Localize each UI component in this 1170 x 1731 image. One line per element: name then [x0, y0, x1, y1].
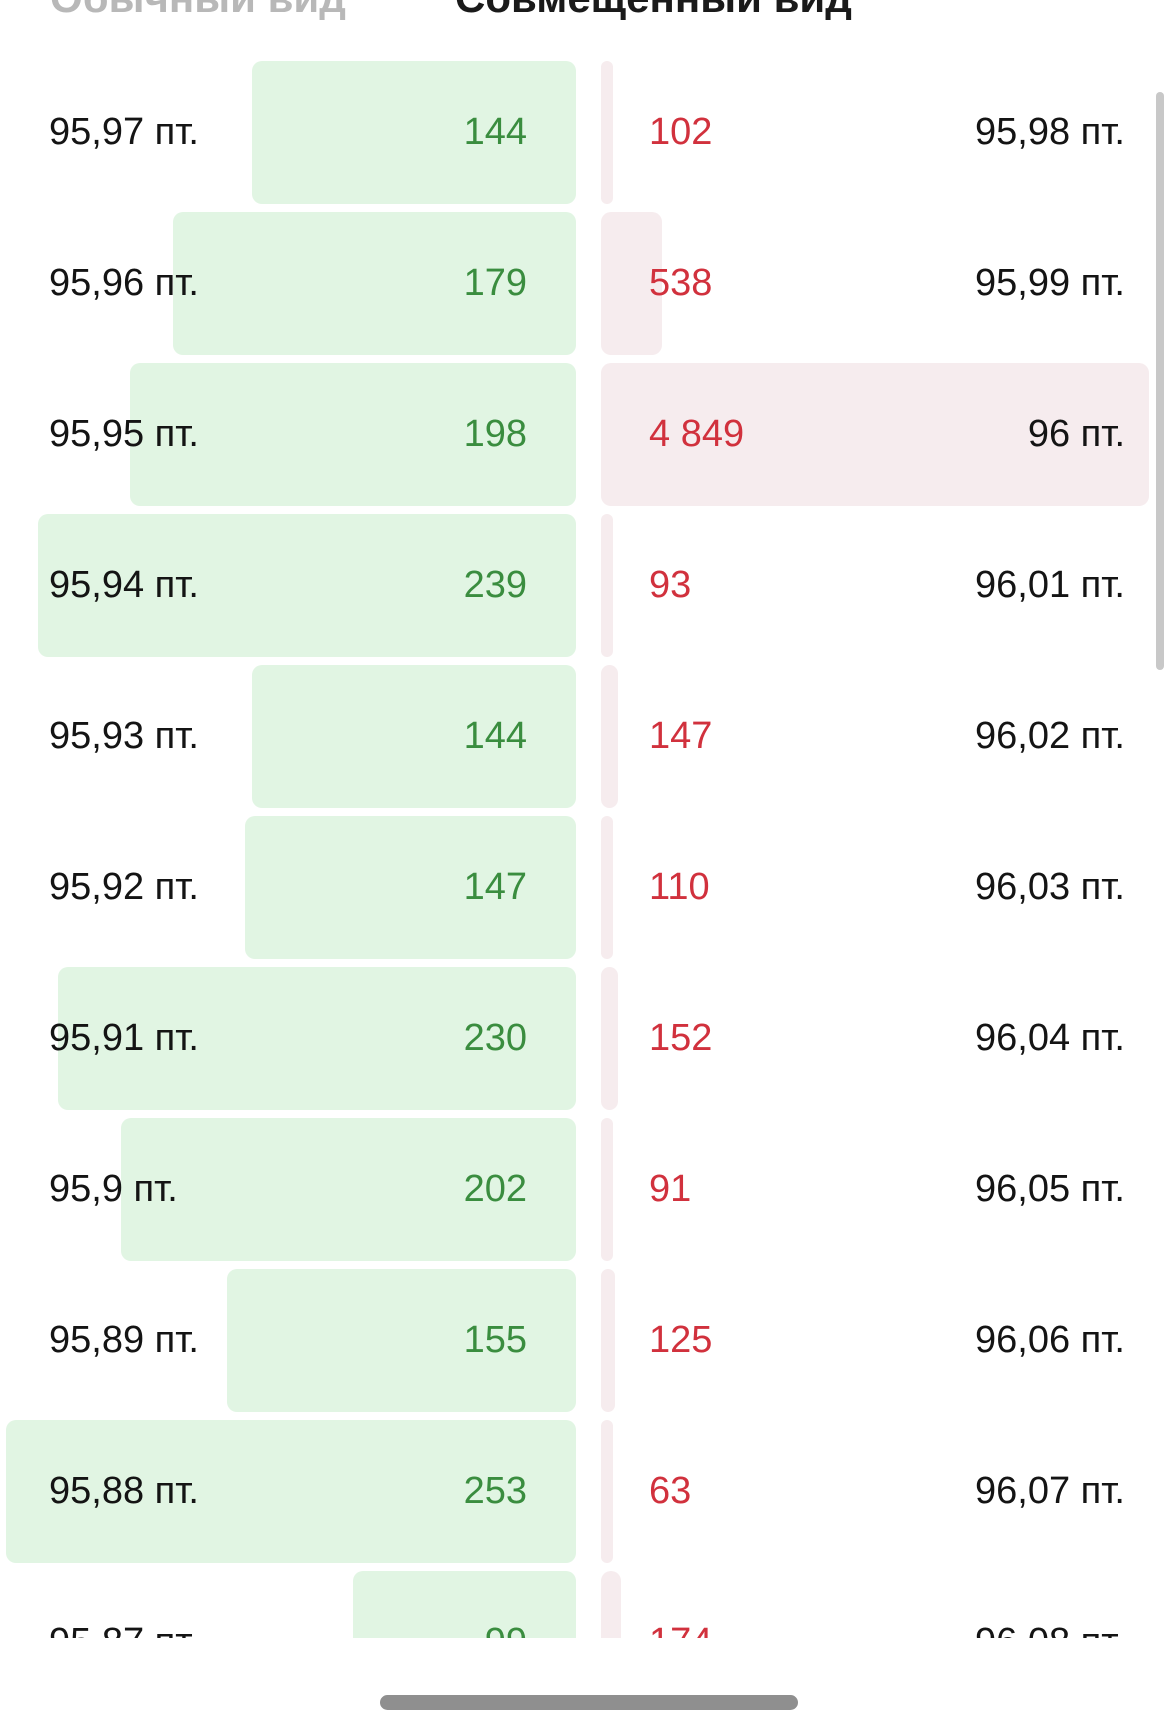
order-book-row[interactable]: 95,88 пт. 253 63 96,07 пт.	[0, 1420, 1170, 1563]
bid-volume: 144	[463, 715, 527, 757]
ask-volume-bar	[601, 967, 618, 1110]
bid-volume: 147	[463, 866, 527, 908]
bid-price: 95,89 пт.	[49, 1319, 199, 1361]
bid-price: 95,87 пт.	[49, 1571, 199, 1638]
ask-volume-bar	[601, 61, 613, 204]
order-book-row[interactable]: 95,94 пт. 239 93 96,01 пт.	[0, 514, 1170, 657]
ask-volume: 102	[649, 111, 713, 153]
bid-volume-bar	[121, 1118, 576, 1261]
ask-volume: 63	[649, 1470, 692, 1512]
bid-volume-bar	[252, 665, 576, 808]
order-book-row[interactable]: 95,89 пт. 155 125 96,06 пт.	[0, 1269, 1170, 1412]
bid-volume: 239	[463, 564, 527, 606]
order-book-row[interactable]: 95,95 пт. 198 4 849 96 пт.	[0, 363, 1170, 506]
bid-volume-bar	[252, 61, 576, 204]
order-book-row[interactable]: 95,92 пт. 147 110 96,03 пт.	[0, 816, 1170, 959]
home-indicator[interactable]	[380, 1695, 798, 1710]
ask-volume: 152	[649, 1017, 713, 1059]
ask-volume-bar	[601, 1571, 621, 1638]
tab-normal-view[interactable]: Обычный вид	[50, 0, 346, 20]
bid-price: 95,9 пт.	[49, 1168, 178, 1210]
bid-price: 95,91 пт.	[49, 1017, 199, 1059]
bid-volume: 155	[463, 1319, 527, 1361]
ask-price: 95,99 пт.	[975, 262, 1125, 304]
ask-price: 96,04 пт.	[975, 1017, 1125, 1059]
ask-volume-bar	[601, 1118, 613, 1261]
bid-price: 95,96 пт.	[49, 262, 199, 304]
ask-volume-bar	[601, 1269, 615, 1412]
bid-volume-bar	[227, 1269, 576, 1412]
bid-price: 95,93 пт.	[49, 715, 199, 757]
ask-price: 96 пт.	[1027, 413, 1125, 455]
ask-price: 96,03 пт.	[975, 866, 1125, 908]
bid-volume-bar	[353, 1571, 576, 1638]
bid-volume-bar	[38, 514, 576, 657]
ask-volume: 110	[649, 866, 710, 908]
bid-price: 95,88 пт.	[49, 1470, 199, 1512]
ask-volume-bar	[601, 363, 1149, 506]
bid-price: 95,95 пт.	[49, 413, 199, 455]
bid-volume: 253	[463, 1470, 527, 1512]
bid-volume-bar	[173, 212, 576, 355]
order-book-row[interactable]: 95,93 пт. 144 147 96,02 пт.	[0, 665, 1170, 808]
bid-volume: 198	[463, 413, 527, 455]
view-tabs: Обычный вид Совмещенный вид	[0, 0, 1170, 20]
bid-volume-bar	[130, 363, 576, 506]
scrollbar-thumb[interactable]	[1156, 92, 1164, 670]
tab-combined-view[interactable]: Совмещенный вид	[455, 0, 852, 20]
bid-price: 95,92 пт.	[49, 866, 199, 908]
ask-volume-bar	[601, 212, 662, 355]
order-book-row[interactable]: 95,96 пт. 179 538 95,99 пт.	[0, 212, 1170, 355]
ask-volume: 4 849	[649, 413, 745, 455]
bid-volume-bar	[58, 967, 576, 1110]
ask-volume-bar	[601, 514, 613, 657]
ask-volume: 538	[649, 262, 713, 304]
scrollbar[interactable]	[1156, 92, 1164, 670]
order-book-row[interactable]: 95,91 пт. 230 152 96,04 пт.	[0, 967, 1170, 1110]
bid-volume: 99	[485, 1571, 527, 1638]
order-book: 95,97 пт. 144 102 95,98 пт. 95,96 пт. 179 538 9…	[0, 61, 1170, 1638]
ask-volume: 93	[649, 564, 692, 606]
bid-volume: 144	[463, 111, 527, 153]
ask-volume: 174	[649, 1571, 712, 1638]
ask-volume-bar	[601, 665, 618, 808]
bid-volume-bar	[245, 816, 576, 959]
ask-price: 96,01 пт.	[975, 564, 1125, 606]
ask-price: 96,06 пт.	[975, 1319, 1125, 1361]
bid-volume-bar	[6, 1420, 576, 1563]
ask-volume-bar	[601, 816, 613, 959]
bid-volume: 230	[463, 1017, 527, 1059]
ask-volume: 125	[649, 1319, 713, 1361]
ask-price: 96,02 пт.	[975, 715, 1125, 757]
ask-price: 96,08 пт.	[975, 1571, 1125, 1638]
order-book-row[interactable]: 95,97 пт. 144 102 95,98 пт.	[0, 61, 1170, 204]
ask-price: 96,05 пт.	[975, 1168, 1125, 1210]
order-book-row[interactable]: 95,87 пт. 99 174 96,08 пт.	[0, 1571, 1170, 1638]
bid-volume: 202	[463, 1168, 527, 1210]
ask-volume-bar	[601, 1420, 613, 1563]
ask-price: 95,98 пт.	[975, 111, 1125, 153]
bid-price: 95,97 пт.	[49, 111, 199, 153]
bid-volume: 179	[463, 262, 527, 304]
order-book-row[interactable]: 95,9 пт. 202 91 96,05 пт.	[0, 1118, 1170, 1261]
bid-price: 95,94 пт.	[49, 564, 199, 606]
ask-volume: 91	[649, 1168, 692, 1210]
ask-volume: 147	[649, 715, 713, 757]
ask-price: 96,07 пт.	[975, 1470, 1125, 1512]
